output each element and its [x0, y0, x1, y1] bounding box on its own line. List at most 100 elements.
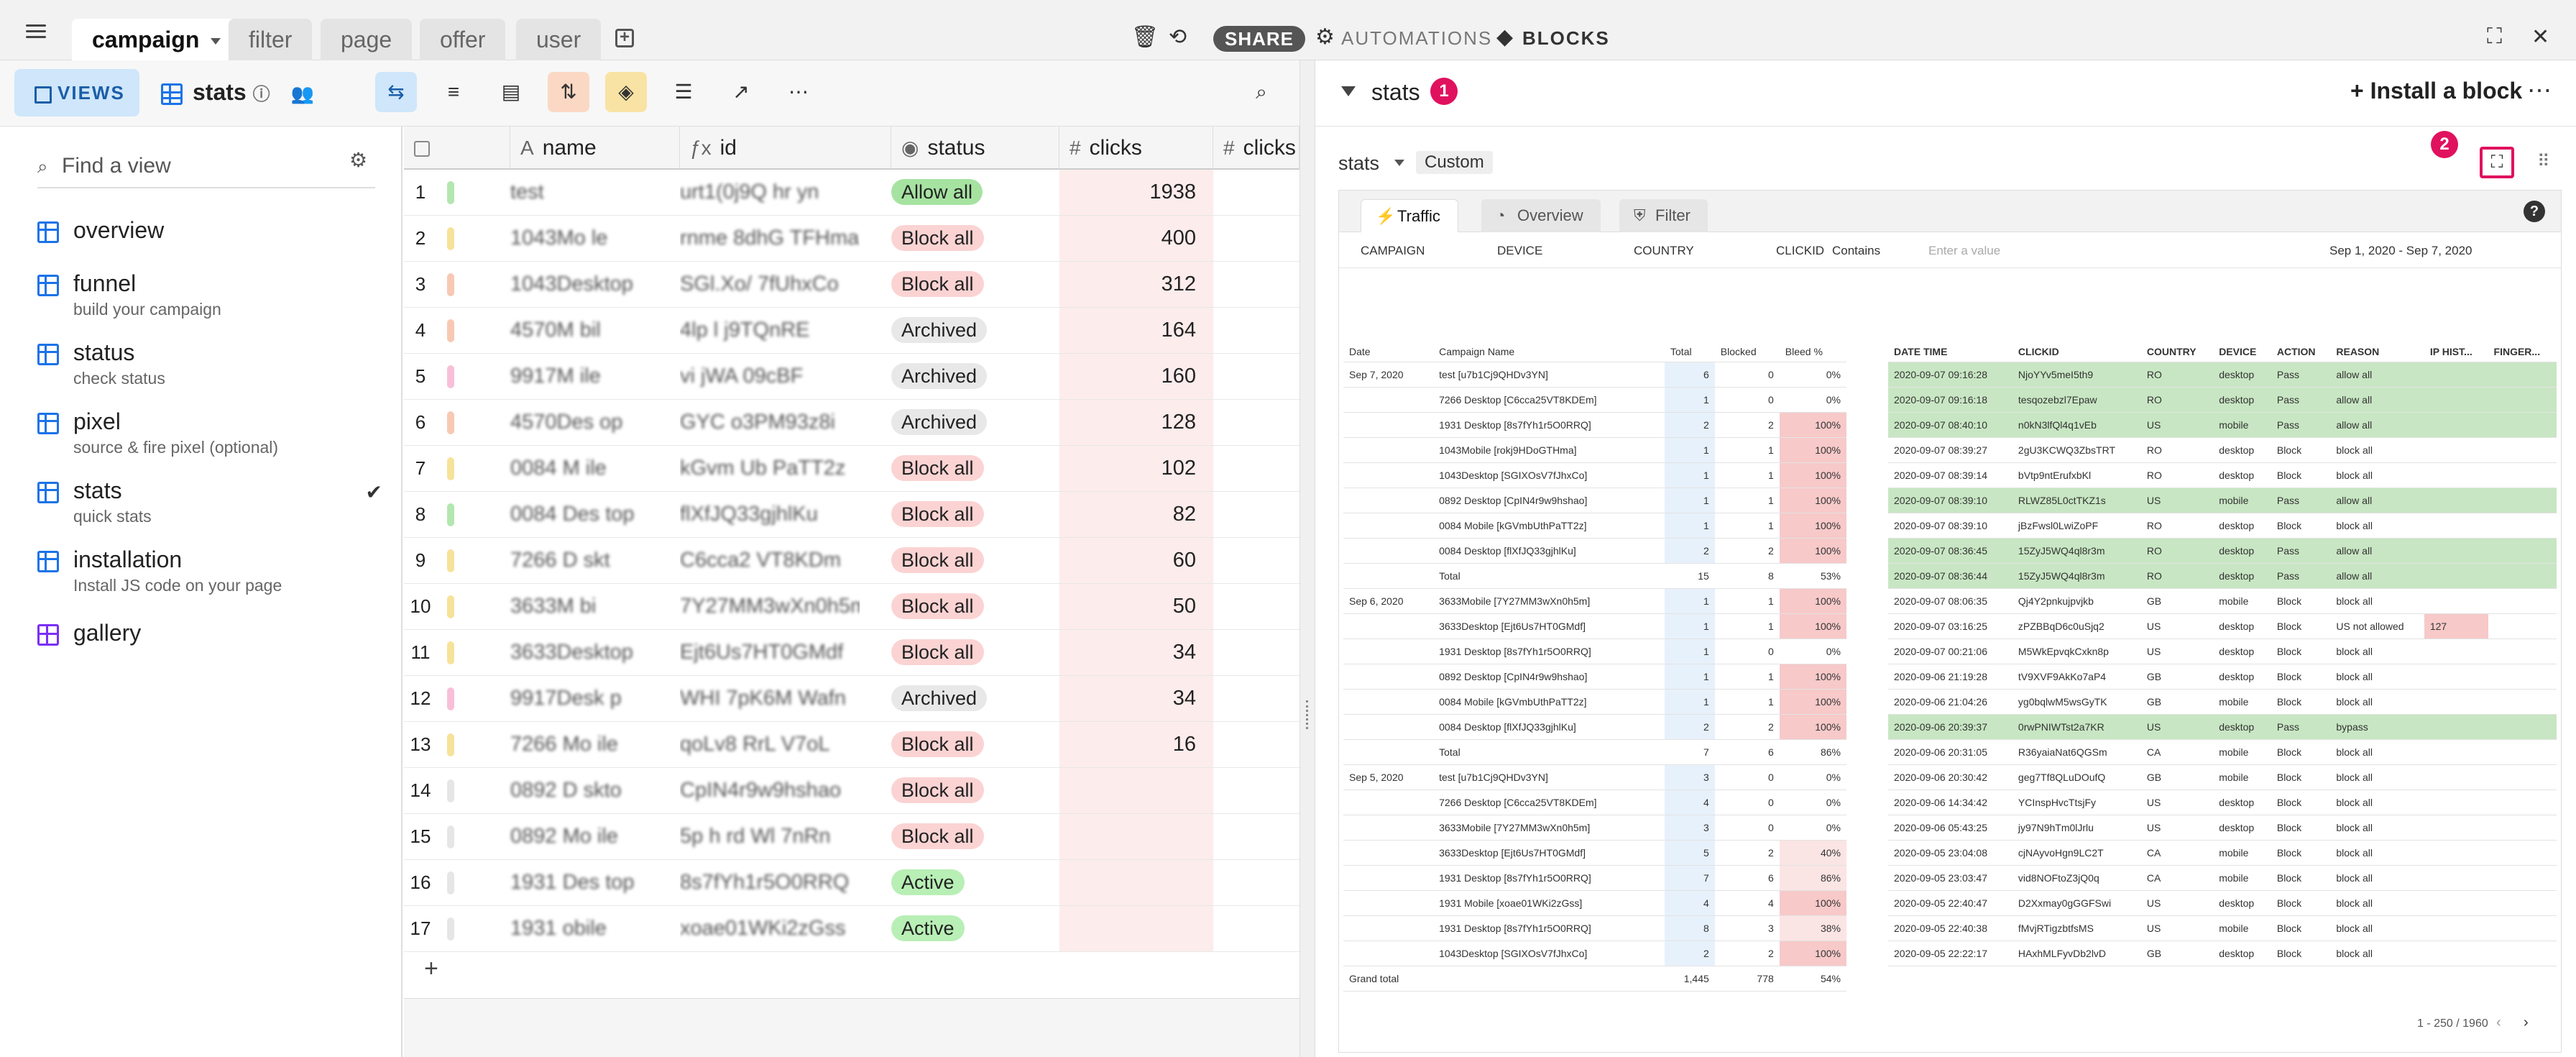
sidebar-item-stats[interactable]: stats quick stats ✔ — [37, 477, 382, 526]
row-height-icon[interactable]: ☰ — [674, 81, 693, 103]
hide-fields-icon[interactable]: ⇆ — [375, 72, 417, 112]
sidebar-item-funnel[interactable]: funnel build your campaign — [37, 270, 382, 319]
name-cell[interactable]: 4570Des op — [510, 400, 622, 445]
status-cell[interactable]: Archived — [891, 400, 988, 445]
log-header[interactable]: DATE TIME — [1888, 342, 2012, 362]
log-row[interactable]: 2020-09-07 08:39:10 jBzFwsl0LwiZoPF RO desk… — [1888, 513, 2557, 539]
chevron-down-icon[interactable] — [1394, 160, 1404, 166]
drag-handle-icon[interactable] — [1306, 700, 1309, 729]
log-row[interactable]: 2020-09-07 08:06:35 Qj4Y2pnkujpvjkb GB mobi… — [1888, 588, 2557, 614]
close-icon[interactable]: ✕ — [2531, 25, 2550, 49]
log-row[interactable]: 2020-09-07 08:39:27 2gU3KCWQ3ZbsTRT RO desk… — [1888, 437, 2557, 463]
add-row-button[interactable]: + — [424, 955, 438, 982]
tab-user[interactable]: user — [516, 19, 602, 60]
sidebar-item-installation[interactable]: installation Install JS code on your page — [37, 546, 382, 595]
table-row[interactable]: 16 1931 Des top 8s7fYh1r5O0RRQ Active — [404, 860, 1300, 906]
id-cell[interactable]: Ejt6Us7HT0GMdf — [680, 630, 860, 675]
name-cell[interactable]: 0084 Des top — [510, 492, 635, 537]
table-row[interactable]: 8 0084 Des top flXfJQ33gjhlKu Block all 82 — [404, 492, 1300, 538]
status-cell[interactable]: Block all — [891, 446, 984, 491]
chevron-down-icon[interactable] — [211, 38, 221, 45]
log-row[interactable]: 2020-09-06 05:43:25 jy97N9hTm0lJrlu US desk… — [1888, 815, 2557, 841]
more-icon[interactable]: ⋯ — [788, 81, 809, 103]
summary-header[interactable]: Bleed % — [1779, 342, 1846, 362]
clicks-cell[interactable]: 60 — [1059, 538, 1213, 583]
table-row[interactable]: 7 0084 M ile kGvm Ub PaTT2z Block all 102 — [404, 446, 1300, 492]
campaign-filter[interactable]: CAMPAIGN — [1361, 244, 1425, 257]
views-button[interactable]: VIEWS — [14, 69, 139, 116]
log-row[interactable]: 2020-09-06 20:31:05 R36yaiaNat6QGSm CA mobi… — [1888, 739, 2557, 765]
log-row[interactable]: 2020-09-06 20:30:42 geg7Tf8QLuDOufQ GB mobi… — [1888, 764, 2557, 790]
log-row[interactable]: 2020-09-07 03:16:25 zPZBBqD6c0uSjq2 US desk… — [1888, 613, 2557, 639]
name-cell[interactable]: 3633Desktop — [510, 630, 633, 675]
name-cell[interactable]: 9917M ile — [510, 354, 601, 399]
prev-page-icon[interactable]: ‹ — [2496, 1015, 2501, 1030]
install-block-button[interactable]: + Install a block — [2350, 78, 2522, 104]
log-header[interactable]: DEVICE — [2213, 342, 2271, 362]
table-row[interactable]: 2 1043Mo le rnme 8dhG TFHma Block all 400 — [404, 216, 1300, 262]
menu-icon[interactable] — [26, 24, 46, 39]
id-cell[interactable]: SGl.Xo/ 7fUhxCo — [680, 262, 860, 307]
settings-gear-icon[interactable]: ⚙ — [349, 149, 368, 171]
id-cell[interactable]: kGvm Ub PaTT2z — [680, 446, 860, 491]
name-cell[interactable]: 1043Mo le — [510, 216, 607, 261]
name-cell[interactable]: 1931 Des top — [510, 860, 635, 905]
log-row[interactable]: 2020-09-07 08:39:14 bVtp9ntErufxbKl RO desk… — [1888, 462, 2557, 488]
date-range-picker[interactable]: Sep 1, 2020 - Sep 7, 2020 — [2329, 244, 2472, 257]
status-cell[interactable]: Active — [891, 906, 965, 951]
name-cell[interactable]: 3633M bi — [510, 584, 596, 629]
status-cell[interactable]: Block all — [891, 538, 984, 583]
color-icon[interactable]: ◈ — [605, 72, 647, 112]
table-row[interactable]: 6 4570Des op GYC o3PM93z8i Archived 128 — [404, 400, 1300, 446]
filter-icon[interactable]: ≡ — [447, 81, 460, 103]
table-row[interactable]: 14 0892 D skto CpIN4r9w9hshao Block all — [404, 768, 1300, 814]
info-icon[interactable]: ⓘ — [252, 85, 270, 104]
id-cell[interactable]: C6cca2 VT8KDm — [680, 538, 860, 583]
name-cell[interactable]: test — [510, 170, 544, 215]
trash-icon[interactable]: 🗑 — [1131, 25, 1159, 49]
table-row[interactable]: 4 4570M bil 4lp l j9TQnRE Archived 164 — [404, 308, 1300, 354]
sidebar-item-status[interactable]: status check status — [37, 339, 382, 388]
tab-traffic[interactable]: ⚡ Traffic — [1361, 199, 1458, 232]
tab-filter[interactable]: ⛨ Filter — [1619, 199, 1708, 232]
clicks-cell[interactable]: 1938 — [1059, 170, 1213, 215]
id-cell[interactable]: xoae01WKi2zGss — [680, 906, 860, 951]
log-row[interactable]: 2020-09-07 08:40:10 n0kN3lfQl4q1vEb US mobi… — [1888, 412, 2557, 438]
group-icon[interactable]: ▤ — [501, 81, 521, 103]
block-view-selector[interactable]: stats — [1338, 152, 1380, 174]
id-cell[interactable]: 8s7fYh1r5O0RRQ — [680, 860, 860, 905]
select-all-checkbox[interactable] — [414, 141, 430, 157]
log-header[interactable]: FINGER... — [2488, 342, 2557, 362]
tab-offer[interactable]: offer — [420, 19, 506, 60]
clicks-cell[interactable]: 16 — [1059, 722, 1213, 767]
clicks-cell[interactable]: 34 — [1059, 676, 1213, 721]
clicks-cell[interactable] — [1059, 768, 1213, 813]
status-cell[interactable]: Active — [891, 860, 965, 905]
next-page-icon[interactable]: › — [2524, 1015, 2529, 1030]
status-cell[interactable]: Block all — [891, 630, 984, 675]
table-row[interactable]: 17 1931 obile xoae01WKi2zGss Active — [404, 906, 1300, 952]
table-row[interactable]: 1 test urt1(0j9Q hr yn Allow all 1938 — [404, 170, 1300, 216]
id-cell[interactable]: 7Y27MM3wXn0h5m — [680, 584, 860, 629]
status-cell[interactable]: Allow all — [891, 170, 983, 215]
summary-header[interactable]: Date — [1343, 342, 1434, 362]
log-row[interactable]: 2020-09-07 09:16:28 NjoYYv5meI5th9 RO deskt… — [1888, 362, 2557, 388]
log-row[interactable]: 2020-09-05 23:03:47 vid8NOFtoZ3jQ0q CA mobi… — [1888, 865, 2557, 891]
clicks-cell[interactable]: 34 — [1059, 630, 1213, 675]
id-cell[interactable]: qoLv8 RrL V7oL — [680, 722, 860, 767]
status-cell[interactable]: Block all — [891, 216, 984, 261]
blocks-icon[interactable]: ◆ — [1496, 25, 1514, 49]
sort-icon[interactable]: ⇅ — [548, 72, 589, 112]
device-filter[interactable]: DEVICE — [1497, 244, 1543, 257]
tab-page[interactable]: page — [321, 19, 413, 60]
clicks-cell[interactable] — [1059, 814, 1213, 859]
clicks-cell[interactable] — [1059, 906, 1213, 951]
log-row[interactable]: 2020-09-06 21:19:28 tV9XVF9AkKo7aP4 GB desk… — [1888, 664, 2557, 690]
blocks-button[interactable]: BLOCKS — [1522, 27, 1610, 49]
status-cell[interactable]: Block all — [891, 584, 984, 629]
id-cell[interactable]: flXfJQ33gjhlKu — [680, 492, 860, 537]
column-header-clicks[interactable]: # clicks — [1059, 127, 1213, 170]
status-cell[interactable]: Block all — [891, 262, 984, 307]
clicks-cell[interactable]: 160 — [1059, 354, 1213, 399]
